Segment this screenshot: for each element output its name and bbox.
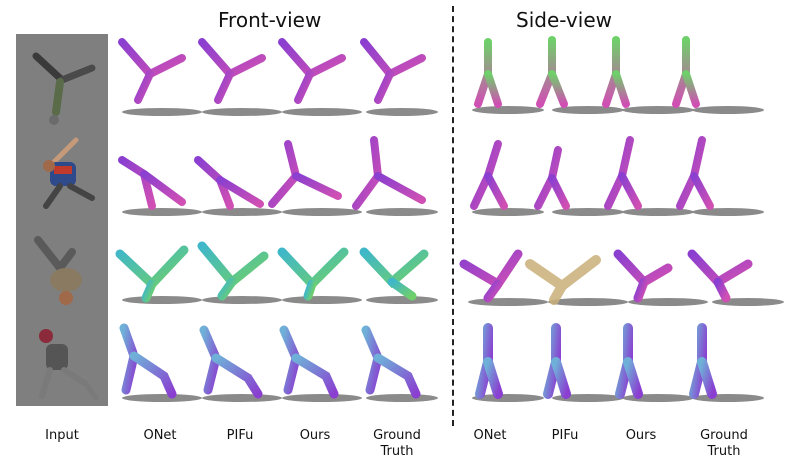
side-view-row-3 xyxy=(458,224,788,318)
label-ours: Ours xyxy=(625,428,657,443)
input-image xyxy=(16,218,108,312)
dashed-divider xyxy=(452,6,454,426)
label-onet: ONet xyxy=(473,428,507,443)
side-view-row-4 xyxy=(458,318,788,412)
label-input: Input xyxy=(45,428,79,443)
label-onet: ONet xyxy=(143,428,177,443)
reconstruction-row xyxy=(119,323,438,402)
side-view-title: Side-view xyxy=(516,8,612,32)
front-view-title: Front-view xyxy=(218,8,322,32)
front-view-row-4 xyxy=(112,318,442,412)
side-view-row-1 xyxy=(458,34,788,128)
front-view-row-3 xyxy=(112,224,442,318)
reconstruction-row xyxy=(472,36,764,114)
reconstruction-row xyxy=(459,249,784,306)
reconstruction-row xyxy=(118,38,438,116)
front-view-row-2 xyxy=(112,130,442,224)
input-image xyxy=(16,126,108,220)
side-view-row-2 xyxy=(458,130,788,224)
reconstruction-row xyxy=(118,136,438,216)
reconstruction-row xyxy=(470,136,764,216)
reconstruction-row xyxy=(472,323,764,402)
label-ground-truth: Ground Truth xyxy=(373,428,421,459)
person-icon xyxy=(39,329,99,401)
label-pifu: PIFu xyxy=(226,428,254,443)
person-icon xyxy=(34,236,82,305)
label-ground-truth: Ground Truth xyxy=(700,428,748,459)
label-pifu: PIFu xyxy=(551,428,579,443)
input-image xyxy=(16,34,108,128)
front-view-row-1 xyxy=(112,34,442,128)
person-icon xyxy=(43,137,95,209)
person-icon xyxy=(32,52,96,125)
label-ours: Ours xyxy=(299,428,331,443)
input-image xyxy=(16,312,108,406)
reconstruction-row xyxy=(115,241,438,304)
